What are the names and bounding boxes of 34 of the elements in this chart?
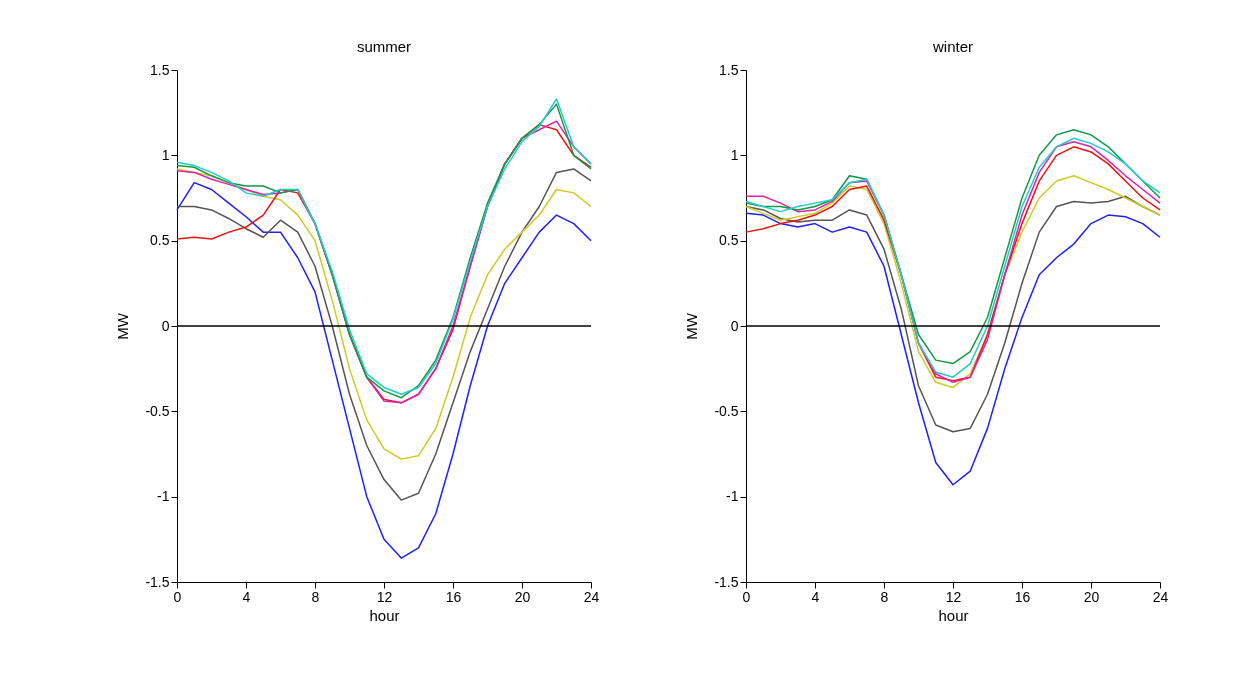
y-tick-label: 0.5 [150, 232, 170, 249]
x-tick-label: 0 [742, 588, 751, 605]
x-tick-label: 8 [311, 588, 320, 605]
y-tick-label: -0.5 [714, 402, 739, 419]
y-tick-label: -1.5 [145, 573, 170, 590]
y-tick-label: 0 [730, 317, 739, 334]
y-axis-title: MW [683, 312, 701, 340]
y-tick-label: -1 [726, 488, 739, 505]
x-tick-label: 12 [945, 588, 962, 605]
y-tick-label: 1.5 [150, 61, 170, 78]
x-tick-label: 20 [1083, 588, 1100, 605]
x-axis-title: hour [938, 606, 969, 624]
x-tick-label: 20 [514, 588, 531, 605]
x-tick-label: 24 [1152, 588, 1169, 605]
x-tick-label: 16 [445, 588, 462, 605]
x-tick-label: 4 [811, 588, 820, 605]
x-tick-label: 8 [880, 588, 889, 605]
y-tick-label: -1 [157, 488, 170, 505]
chart-title: summer [356, 38, 412, 55]
y-axis-title: MW [114, 312, 132, 340]
y-tick-label: 0 [161, 317, 170, 334]
x-tick-label: 16 [1014, 588, 1031, 605]
y-tick-label: -1.5 [714, 573, 739, 590]
y-tick-label: 1 [730, 146, 739, 163]
y-tick-label: 1.5 [719, 61, 739, 78]
x-tick-label: 24 [583, 588, 600, 605]
x-axis-title: hour [369, 606, 400, 624]
x-tick-label: 4 [242, 588, 251, 605]
y-tick-label: 0.5 [719, 232, 739, 249]
y-tick-label: -0.5 [145, 402, 170, 419]
y-tick-label: 1 [161, 146, 170, 163]
chart-title: winter [931, 38, 974, 55]
x-tick-label: 12 [376, 588, 393, 605]
x-tick-label: 0 [173, 588, 182, 605]
